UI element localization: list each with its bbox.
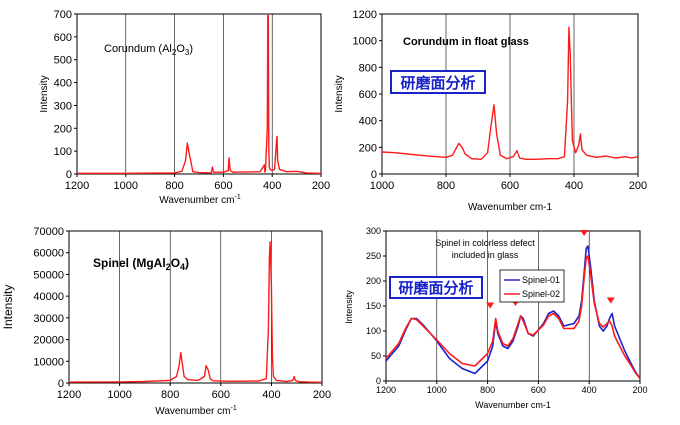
y-axis-label: Intensity — [1, 285, 15, 330]
y-axis-label: Intensity — [39, 75, 50, 112]
y-tick-label: 40000 — [33, 291, 64, 303]
x-tick-label: 800 — [165, 180, 183, 192]
chart-title: Corundum in float glass — [403, 36, 529, 48]
y-tick-label: 0 — [58, 378, 64, 390]
y-tick-label: 500 — [54, 55, 72, 67]
y-tick-label: 700 — [54, 9, 72, 21]
y-tick-label: 60000 — [33, 248, 64, 260]
x-tick-label: 1200 — [57, 389, 81, 401]
y-axis-label: Intensity — [344, 290, 354, 324]
x-tick-label: 400 — [262, 389, 280, 401]
chart-spinel: 1200 1000 800 600 400 200 0 10000 20000 30000 4000… — [1, 226, 331, 417]
x-tick-label: 200 — [632, 385, 647, 395]
y-tick-label: 50000 — [33, 269, 64, 281]
series-line — [68, 241, 323, 383]
series-line-spinel-02 — [385, 255, 641, 379]
legend-label-spinel-01: Spinel-01 — [522, 275, 560, 285]
legend-label-spinel-02: Spinel-02 — [522, 289, 560, 299]
series-line — [381, 26, 639, 161]
peak-marker — [580, 230, 589, 236]
x-tick-label: 200 — [312, 180, 330, 192]
y-tick-label: 1200 — [353, 9, 377, 21]
y-tick-label: 1000 — [353, 36, 377, 48]
x-axis-label: Wavenumber cm-1 — [155, 405, 237, 417]
chart-corundum-float-glass: 1000 800 600 400 200 0 200 400 600 800 1000 1200 Co… — [334, 9, 647, 213]
y-tick-label: 50 — [371, 351, 381, 361]
y-tick-label: 300 — [366, 226, 381, 236]
chart-title: Spinel in colorless defect — [435, 238, 535, 248]
x-tick-label: 1000 — [114, 180, 138, 192]
y-tick-label: 0 — [66, 169, 72, 181]
x-tick-label: 800 — [480, 385, 495, 395]
plot-area — [76, 13, 322, 175]
y-tick-label: 200 — [366, 276, 381, 286]
series-line — [77, 13, 321, 175]
y-tick-label: 600 — [359, 89, 377, 101]
y-tick-label: 200 — [359, 142, 377, 154]
y-tick-label: 200 — [54, 123, 72, 135]
chart-subtitle: included in glass — [452, 250, 519, 260]
peak-marker — [606, 297, 615, 304]
y-tick-label: 600 — [54, 32, 72, 44]
x-axis-label: Wavenumber cm-1 — [159, 194, 241, 206]
x-tick-label: 600 — [531, 385, 546, 395]
x-tick-label: 400 — [263, 180, 281, 192]
y-tick-label: 100 — [54, 146, 72, 158]
y-tick-label: 800 — [359, 62, 377, 74]
y-tick-label: 10000 — [33, 356, 64, 368]
y-axis-label: Intensity — [334, 75, 345, 112]
plot-area — [385, 230, 641, 382]
x-tick-label: 200 — [629, 180, 647, 192]
y-tick-label: 400 — [359, 116, 377, 128]
x-tick-label: 1000 — [107, 389, 131, 401]
plot-area — [68, 230, 323, 384]
y-tick-label: 150 — [366, 301, 381, 311]
x-tick-label: 400 — [582, 385, 597, 395]
y-tick-label: 300 — [54, 100, 72, 112]
annotation-label: 研磨面分析 — [400, 74, 475, 92]
chart-title: Spinel (MgAl2O4) — [93, 256, 189, 272]
y-tick-label: 30000 — [33, 313, 64, 325]
y-tick-label: 100 — [366, 326, 381, 336]
x-tick-label: 600 — [501, 180, 519, 192]
annotation-label: 研磨面分析 — [398, 279, 473, 297]
x-axis-label: Wavenumber cm-1 — [475, 400, 551, 410]
x-axis-label: Wavenumber cm-1 — [468, 202, 553, 213]
chart-spinel-defect: 1200 1000 800 600 400 200 0 50 100 150 200 250 300 S… — [344, 226, 648, 410]
x-tick-label: 600 — [212, 389, 230, 401]
chart-title: Corundum (Al2O3) — [104, 43, 193, 57]
x-tick-label: 800 — [437, 180, 455, 192]
y-tick-label: 0 — [371, 169, 377, 181]
x-tick-label: 400 — [565, 180, 583, 192]
x-tick-label: 1000 — [370, 180, 394, 192]
x-tick-label: 600 — [214, 180, 232, 192]
x-tick-label: 800 — [161, 389, 179, 401]
x-tick-label: 1200 — [376, 385, 396, 395]
y-tick-label: 0 — [376, 376, 381, 386]
legend-box — [499, 269, 565, 303]
annotation-box — [390, 70, 486, 94]
y-tick-label: 20000 — [33, 335, 64, 347]
legend: Spinel-01 Spinel-02 — [499, 269, 565, 303]
x-tick-label: 1000 — [427, 385, 447, 395]
annotation-box — [389, 276, 483, 299]
y-tick-label: 70000 — [33, 226, 64, 238]
x-tick-label: 1200 — [65, 180, 89, 192]
x-tick-label: 200 — [313, 389, 331, 401]
peak-marker — [486, 302, 495, 309]
chart-corundum: 1200 1000 800 600 400 200 0 100 200 300 400 500 600 7… — [39, 9, 330, 206]
y-tick-label: 400 — [54, 78, 72, 90]
y-tick-label: 250 — [366, 251, 381, 261]
